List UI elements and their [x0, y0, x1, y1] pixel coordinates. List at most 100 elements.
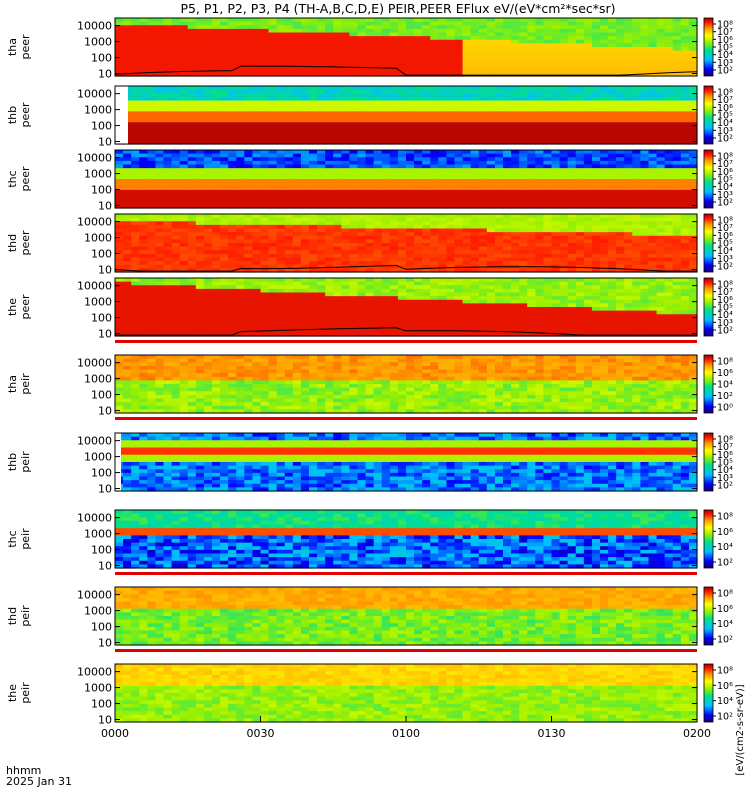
heatmap-cell: [309, 217, 318, 222]
heatmap-cell: [664, 39, 674, 44]
heatmap-cell: [389, 193, 399, 198]
heatmap-cell: [203, 100, 213, 105]
heatmap-cell: [551, 39, 561, 44]
heatmap-cell: [543, 186, 553, 191]
heatmap-cell: [422, 68, 431, 73]
heatmap-cell: [365, 193, 375, 198]
heatmap-cell: [478, 253, 488, 259]
heatmap-cell: [373, 133, 383, 138]
heatmap-cell: [664, 214, 674, 219]
heatmap-cell: [252, 50, 262, 55]
heatmap-cell: [228, 122, 237, 127]
heatmap-cell: [680, 182, 690, 187]
heatmap-cell: [624, 133, 633, 138]
heatmap-cell: [220, 200, 229, 205]
heatmap-cell: [624, 39, 633, 44]
heatmap-cell: [616, 65, 625, 70]
heatmap-cell: [414, 214, 423, 219]
heatmap-cell: [575, 224, 585, 230]
heatmap-cell: [244, 175, 254, 180]
heatmap-cell: [389, 261, 399, 266]
heatmap-cell: [300, 118, 310, 123]
heatmap-cell: [454, 257, 464, 262]
heatmap-cell: [511, 221, 520, 226]
heatmap-cell: [543, 89, 553, 94]
heatmap-cell: [220, 296, 229, 301]
heatmap-cell: [195, 189, 205, 195]
heatmap-cell: [212, 189, 221, 195]
heatmap-cell: [187, 228, 197, 233]
heatmap-cell: [389, 140, 399, 145]
heatmap-cell: [228, 264, 237, 269]
heatmap-cell: [462, 250, 472, 255]
heatmap-cell: [373, 100, 383, 105]
heatmap-cell: [268, 175, 278, 180]
heatmap-cell: [123, 321, 132, 326]
heatmap-cell: [325, 118, 334, 123]
heatmap-cell: [535, 36, 545, 41]
heatmap-cell: [163, 129, 173, 134]
heatmap-cell: [575, 232, 585, 237]
heatmap-cell: [680, 232, 690, 237]
heatmap-cell: [551, 133, 561, 138]
heatmap-cell: [600, 39, 609, 44]
heatmap-cell: [228, 281, 237, 286]
heatmap-cell: [268, 214, 278, 219]
heatmap-cell: [640, 157, 650, 162]
heatmap-cell: [260, 193, 270, 198]
heatmap-cell: [357, 107, 367, 112]
heatmap-cell: [616, 150, 625, 155]
heatmap-cell: [624, 268, 633, 273]
heatmap-cell: [284, 171, 294, 176]
heatmap-cell: [171, 104, 181, 109]
heatmap-cell: [511, 224, 520, 230]
heatmap-cell: [220, 224, 229, 230]
heatmap-cell: [163, 268, 173, 273]
heatmap-cell: [284, 100, 294, 105]
heatmap-cell: [567, 133, 577, 138]
heatmap-cell: [300, 133, 310, 138]
heatmap-cell: [624, 136, 633, 141]
heatmap-cell: [252, 160, 262, 166]
heatmap-cell: [333, 96, 342, 102]
heatmap-cell: [446, 86, 456, 91]
heatmap-cell: [567, 171, 577, 176]
heatmap-cell: [656, 214, 666, 219]
heatmap-cell: [616, 171, 625, 176]
heatmap-cell: [284, 18, 294, 23]
heatmap-cell: [656, 39, 666, 44]
heatmap-cell: [195, 299, 205, 304]
heatmap-cell: [672, 217, 682, 222]
heatmap-cell: [680, 268, 690, 273]
heatmap-cell: [478, 47, 488, 52]
heatmap-cell: [406, 232, 415, 237]
heatmap-cell: [591, 28, 601, 34]
heatmap-cell: [551, 261, 561, 266]
heatmap-cell: [268, 182, 278, 187]
heatmap-cell: [341, 171, 351, 176]
heatmap-cell: [486, 235, 496, 240]
heatmap-cell: [608, 68, 617, 73]
heatmap-cell: [179, 268, 189, 273]
heatmap-cell: [640, 72, 650, 77]
heatmap-cell: [292, 118, 302, 123]
heatmap-cell: [414, 93, 423, 98]
heatmap-cell: [139, 200, 148, 205]
heatmap-cell: [276, 89, 286, 94]
heatmap-cell: [341, 111, 351, 116]
heatmap-cell: [648, 111, 658, 116]
heatmap-cell: [123, 264, 132, 269]
heatmap-cell: [349, 221, 359, 226]
heatmap-cell: [203, 232, 213, 237]
heatmap-cell: [171, 214, 181, 219]
heatmap-cell: [212, 314, 221, 319]
heatmap-cell: [503, 111, 512, 116]
heatmap-cell: [664, 72, 674, 77]
spectrogram-cells: [115, 214, 698, 273]
heatmap-cell: [187, 186, 197, 191]
heatmap-cell: [381, 179, 391, 184]
heatmap-cell: [179, 232, 189, 237]
heatmap-cell: [422, 36, 431, 41]
heatmap-cell: [284, 111, 294, 116]
heatmap-cell: [624, 182, 633, 187]
